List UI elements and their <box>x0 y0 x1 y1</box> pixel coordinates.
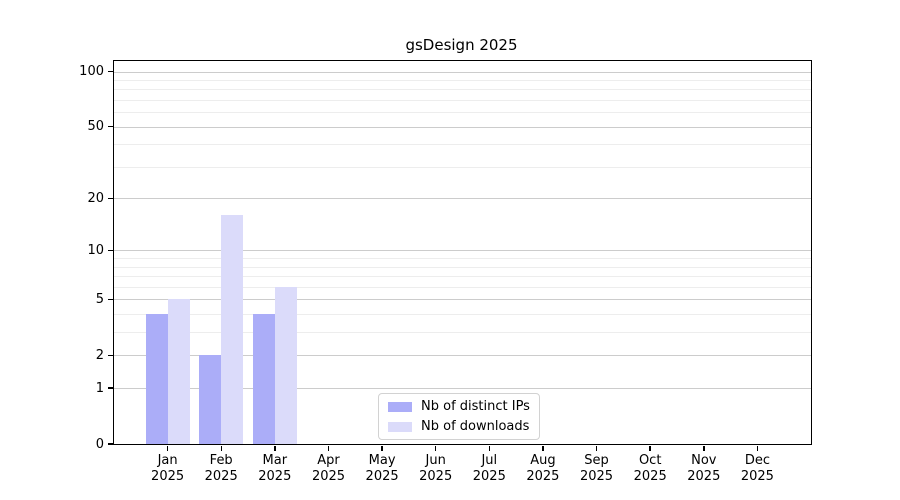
gridline-minor <box>114 314 811 316</box>
x-tick-label-month: Oct <box>638 453 662 468</box>
x-tick-label-jun: Jun 2025 <box>404 453 468 485</box>
legend-label: Nb of distinct IPs <box>421 399 530 414</box>
y-axis-tick <box>107 387 113 389</box>
x-tick-label-mar: Mar 2025 <box>243 453 307 485</box>
x-tick-label-month: May <box>368 453 396 468</box>
y-tick-label-0: 0 <box>95 436 104 452</box>
x-tick-label-year: 2025 <box>419 469 453 484</box>
x-tick-label-year: 2025 <box>365 469 399 484</box>
x-tick-label-year: 2025 <box>151 469 185 484</box>
y-axis-tick <box>107 125 113 128</box>
gridline-minor <box>114 276 811 278</box>
legend-label: Nb of downloads <box>421 419 530 434</box>
y-tick-label-100: 100 <box>79 64 104 79</box>
gridline-minor <box>114 99 811 101</box>
gridline-major <box>114 388 811 390</box>
gridline-minor <box>114 286 811 288</box>
x-tick-label-year: 2025 <box>633 469 667 484</box>
y-tick-label-1: 1 <box>95 380 104 396</box>
gridline-major <box>114 250 811 252</box>
x-axis-tick <box>488 445 491 451</box>
x-axis-tick <box>595 445 598 451</box>
x-tick-label-month: Jun <box>425 453 446 468</box>
bar-downloads-mar <box>274 286 297 444</box>
x-tick-label-year: 2025 <box>311 469 346 484</box>
x-tick-label-month: Apr <box>317 453 340 468</box>
x-tick-label-month: Feb <box>209 453 233 468</box>
x-tick-label-apr: Apr 2025 <box>297 453 361 485</box>
x-tick-label-year: 2025 <box>526 469 560 484</box>
x-tick-label-year: 2025 <box>740 469 774 484</box>
gridline-minor <box>114 332 811 334</box>
gridline-minor <box>114 266 811 268</box>
gridline-major <box>114 126 811 128</box>
legend-swatch <box>388 401 412 412</box>
plot-area: 0 1 2 5 10 20 50 100 Jan 2025 Feb 2025 Mar 2025 Apr 202… <box>79 60 812 484</box>
x-axis-tick <box>327 445 330 451</box>
bar-downloads-jan <box>167 299 190 444</box>
x-tick-label-month: Mar <box>262 453 288 468</box>
y-tick-label-2: 2 <box>95 347 104 363</box>
x-axis-tick <box>274 445 276 451</box>
x-tick-label-aug: Aug 2025 <box>511 453 575 485</box>
x-axis-tick <box>649 445 651 451</box>
legend: Nb of distinct IPs Nb of downloads <box>378 393 540 440</box>
x-tick-label-feb: Feb 2025 <box>189 453 253 485</box>
y-tick-label-50: 50 <box>87 119 104 135</box>
x-tick-label-month: Dec <box>744 453 770 468</box>
legend-item-distinct-ips: Nb of distinct IPs <box>388 398 530 415</box>
legend-item-downloads: Nb of downloads <box>388 418 530 435</box>
y-tick-label-10: 10 <box>87 242 104 258</box>
x-tick-label-year: 2025 <box>258 469 292 484</box>
gridline-major <box>114 71 811 73</box>
x-tick-label-month: Jan <box>157 453 178 468</box>
x-tick-label-month: Sep <box>584 453 609 468</box>
gridline-minor <box>114 112 811 114</box>
x-tick-label-year: 2025 <box>579 469 614 484</box>
gridline-minor <box>114 79 811 81</box>
x-tick-label-jan: Jan 2025 <box>136 453 200 485</box>
y-tick-label-20: 20 <box>87 190 104 206</box>
gridline-minor <box>114 258 811 260</box>
gridline-minor <box>114 166 811 168</box>
x-axis-tick <box>220 445 222 451</box>
x-axis-tick <box>381 445 383 451</box>
x-tick-label-sep: Sep 2025 <box>565 453 629 485</box>
x-tick-label-month: Jul <box>481 453 498 468</box>
chart-title: gsDesign 2025 <box>405 36 518 54</box>
x-tick-label-oct: Oct 2025 <box>618 453 682 485</box>
x-tick-label-may: May 2025 <box>350 453 414 485</box>
y-axis-tick <box>107 354 113 357</box>
x-tick-label-month: Aug <box>530 453 556 468</box>
bar-ips-mar <box>252 314 275 444</box>
x-axis-tick <box>756 445 759 451</box>
x-tick-label-year: 2025 <box>472 469 506 484</box>
x-axis-tick <box>434 445 437 451</box>
gridline-major <box>114 355 811 357</box>
x-axis-tick <box>542 445 544 451</box>
x-tick-label-dec: Dec 2025 <box>725 453 789 485</box>
gridline-major <box>114 198 811 200</box>
x-tick-label-year: 2025 <box>687 469 721 484</box>
gridline-major <box>114 299 811 301</box>
y-axis-tick <box>107 443 113 445</box>
legend-swatch <box>388 421 412 432</box>
y-axis-tick <box>107 197 113 199</box>
x-tick-label-jul: Jul 2025 <box>457 453 521 485</box>
x-axis-tick <box>703 445 705 451</box>
bar-ips-jan <box>145 314 168 444</box>
y-axis-tick <box>107 70 113 73</box>
x-axis-tick <box>166 445 169 451</box>
x-tick-label-month: Nov <box>691 453 717 468</box>
x-tick-label-nov: Nov 2025 <box>672 453 736 485</box>
gridline-minor <box>114 144 811 146</box>
gridline-minor <box>114 89 811 91</box>
x-tick-label-year: 2025 <box>204 469 238 484</box>
y-tick-label-5: 5 <box>95 291 104 307</box>
bar-ips-feb <box>199 355 222 444</box>
y-axis-tick <box>107 298 113 301</box>
y-axis-tick <box>107 249 113 252</box>
bar-downloads-feb <box>221 215 244 444</box>
